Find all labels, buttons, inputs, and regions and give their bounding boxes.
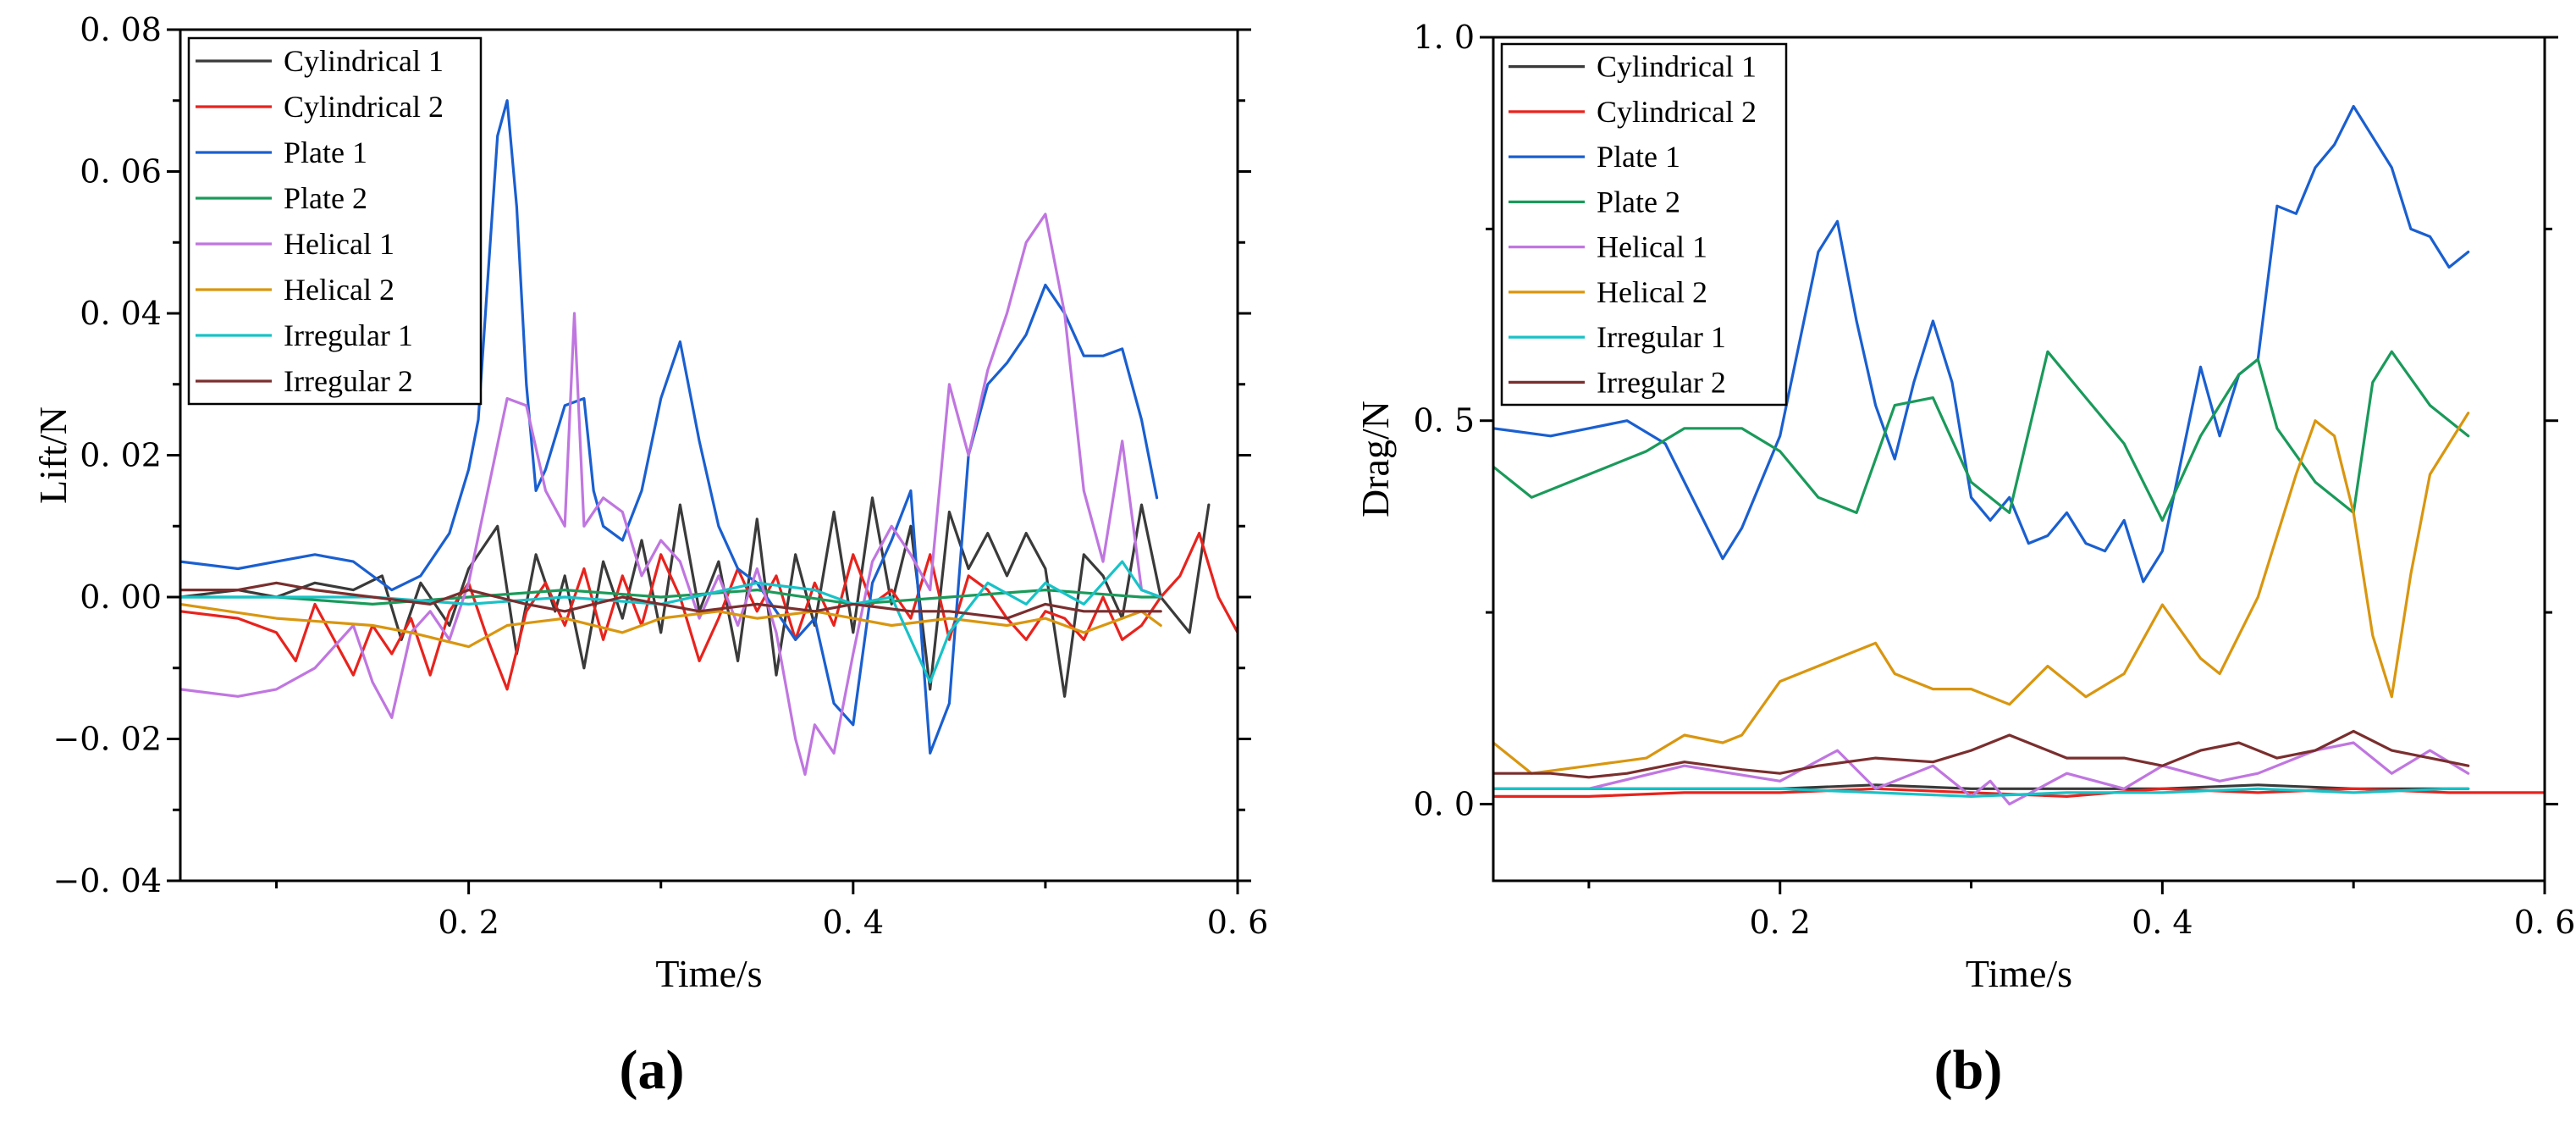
series-line-irregular-1 bbox=[1493, 787, 2470, 799]
legend: Cylindrical 1 Cylindrical 2 Plate 1 Plate 2… bbox=[187, 36, 483, 406]
panel-label: (a) bbox=[620, 1039, 685, 1101]
plot-frame bbox=[1492, 36, 2546, 882]
series-line-helical-1 bbox=[180, 213, 1162, 777]
x-tick-label: 0. 2 bbox=[1749, 904, 1811, 941]
y-axis-title: Lift/N bbox=[31, 407, 74, 504]
x-tick-label: 0. 4 bbox=[823, 904, 885, 941]
y-tick-label: 0. 5 bbox=[1413, 402, 1475, 440]
legend-entry: Cylindrical 2 bbox=[284, 90, 444, 124]
legend-entry: Cylindrical 1 bbox=[1597, 50, 1757, 84]
series-line-plate-1 bbox=[180, 99, 1159, 755]
series-line-helical-2 bbox=[1493, 412, 2470, 775]
y-tick-label: 0. 02 bbox=[80, 437, 162, 474]
series-line-plate-1 bbox=[1493, 104, 2470, 584]
series-group bbox=[180, 99, 1238, 777]
series-line-plate-2 bbox=[1493, 350, 2470, 523]
panel-label: (b) bbox=[1934, 1039, 2003, 1101]
legend-entry: Irregular 1 bbox=[1597, 320, 1726, 354]
series-line-irregular-2 bbox=[180, 581, 1162, 620]
legend-entry: Plate 2 bbox=[1597, 185, 1680, 219]
legend-entry: Plate 2 bbox=[284, 181, 367, 215]
y-tick-label: 1. 0 bbox=[1413, 19, 1475, 56]
legend-entry: Plate 1 bbox=[1597, 140, 1680, 174]
y-tick-label: 0. 0 bbox=[1413, 785, 1475, 822]
series-group bbox=[1493, 104, 2545, 806]
y-axis-title: Drag/N bbox=[1354, 401, 1397, 517]
legend-entry: Irregular 2 bbox=[1597, 365, 1726, 399]
legend: Cylindrical 1 Cylindrical 2 Plate 1 Plate 2… bbox=[1500, 42, 1788, 407]
chart-panel-b: 0. 2 0. 4 0. 6 0. 0 0. 5 1. 0 Time/s Drag/N (b) C… bbox=[1354, 19, 2575, 1101]
x-tick-label: 0. 6 bbox=[1207, 904, 1269, 941]
y-tick-label: 0. 00 bbox=[80, 578, 162, 616]
legend-entry: Irregular 1 bbox=[284, 318, 413, 352]
legend-entry: Plate 1 bbox=[284, 136, 367, 169]
legend-entry: Helical 2 bbox=[1597, 275, 1707, 309]
y-tick-label: 0. 04 bbox=[80, 295, 162, 332]
x-tick-label: 0. 6 bbox=[2514, 904, 2576, 941]
legend-entry: Helical 1 bbox=[284, 227, 394, 261]
y-tick-label: 0. 06 bbox=[80, 153, 162, 191]
x-tick-label: 0. 2 bbox=[438, 904, 499, 941]
series-line-irregular-2 bbox=[1493, 729, 2470, 779]
legend-entry: Cylindrical 2 bbox=[1597, 95, 1757, 129]
series-line-helical-1 bbox=[1493, 741, 2470, 806]
legend-entry: Helical 2 bbox=[284, 273, 394, 307]
x-axis-title: Time/s bbox=[1966, 952, 2072, 995]
series-line-helical-2 bbox=[180, 602, 1162, 649]
series-line-irregular-1 bbox=[180, 560, 1162, 684]
legend-box bbox=[187, 36, 483, 406]
legend-box bbox=[1500, 42, 1788, 407]
x-tick-label: 0. 4 bbox=[2132, 904, 2193, 941]
legend-entry: Helical 1 bbox=[1597, 230, 1707, 264]
chart-panel-a: 0. 2 0. 4 0. 6 −0. 04 −0. 02 0. 00 0. 02 0. 04 0… bbox=[31, 11, 1268, 1101]
y-tick-label: −0. 02 bbox=[52, 721, 162, 758]
y-tick-label: −0. 04 bbox=[52, 862, 162, 899]
x-axis-title: Time/s bbox=[655, 952, 762, 995]
legend-entry: Irregular 2 bbox=[284, 364, 413, 398]
y-tick-label: 0. 08 bbox=[80, 11, 162, 48]
legend-entry: Cylindrical 1 bbox=[284, 44, 444, 78]
